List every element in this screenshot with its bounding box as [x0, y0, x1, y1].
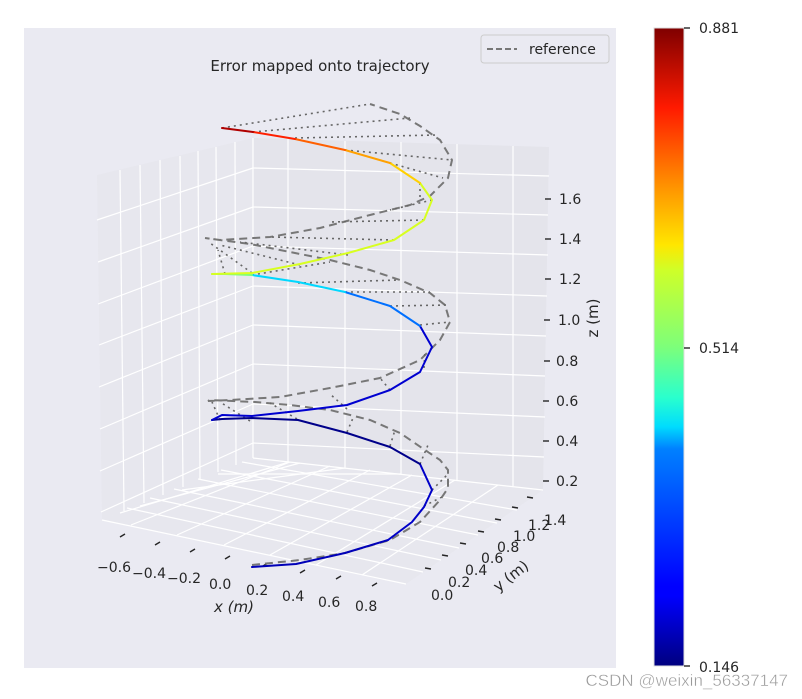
legend: reference	[480, 34, 610, 64]
svg-text:0.4: 0.4	[282, 589, 304, 605]
grid-lines	[96, 138, 550, 585]
pane-left	[97, 138, 253, 520]
y-tick-labels: 0.0 0.2 0.4 0.6 0.8 1.0 1.2 1.4	[431, 513, 566, 604]
svg-text:1.0: 1.0	[558, 313, 580, 329]
colorbar-min-label: 0.146	[699, 660, 739, 676]
svg-text:0.8: 0.8	[355, 599, 377, 615]
svg-text:1.4: 1.4	[559, 232, 581, 248]
svg-text:0.2: 0.2	[556, 474, 578, 490]
colorbar-mid-label: 0.514	[699, 341, 739, 357]
colorbar: 0.881 0.514 0.146	[653, 21, 739, 676]
x-axis-label: x (m)	[213, 598, 254, 616]
svg-text:1.4: 1.4	[544, 513, 566, 529]
watermark: CSDN @weixin_56337147	[585, 671, 788, 690]
svg-text:1.2: 1.2	[528, 518, 550, 534]
reference-trajectory	[204, 103, 454, 566]
svg-text:0.2: 0.2	[448, 575, 470, 591]
svg-text:0.8: 0.8	[497, 540, 519, 556]
svg-text:0.2: 0.2	[246, 583, 268, 599]
chart-title: Error mapped onto trajectory	[210, 57, 429, 75]
svg-text:0.6: 0.6	[318, 595, 340, 611]
svg-text:1.0: 1.0	[513, 529, 535, 545]
svg-text:0.4: 0.4	[465, 563, 487, 579]
svg-text:0.0: 0.0	[209, 577, 231, 593]
axis-ticks	[119, 198, 551, 587]
z-axis-label: z (m)	[584, 299, 602, 338]
colorbar-gradient	[653, 27, 685, 667]
svg-text:0.4: 0.4	[556, 434, 578, 450]
z-tick-labels: 1.6 1.4 1.2 1.0 0.8 0.6 0.4 0.2	[556, 192, 581, 490]
estimated-trajectory	[211, 127, 433, 568]
svg-text:−0.4: −0.4	[132, 566, 166, 582]
svg-text:0.0: 0.0	[431, 588, 453, 604]
svg-text:0.8: 0.8	[556, 354, 578, 370]
svg-text:1.6: 1.6	[559, 192, 581, 208]
x-tick-labels: −0.6 −0.4 −0.2 0.0 0.2 0.4 0.6 0.8	[97, 560, 377, 615]
colorbar-max-label: 0.881	[699, 21, 739, 37]
svg-text:0.6: 0.6	[481, 551, 503, 567]
svg-text:0.6: 0.6	[556, 394, 578, 410]
error-connectors	[209, 103, 453, 507]
svg-text:−0.2: −0.2	[167, 571, 201, 587]
legend-entry-reference: reference	[529, 42, 596, 58]
svg-text:1.2: 1.2	[559, 272, 581, 288]
svg-text:−0.6: −0.6	[97, 560, 131, 576]
